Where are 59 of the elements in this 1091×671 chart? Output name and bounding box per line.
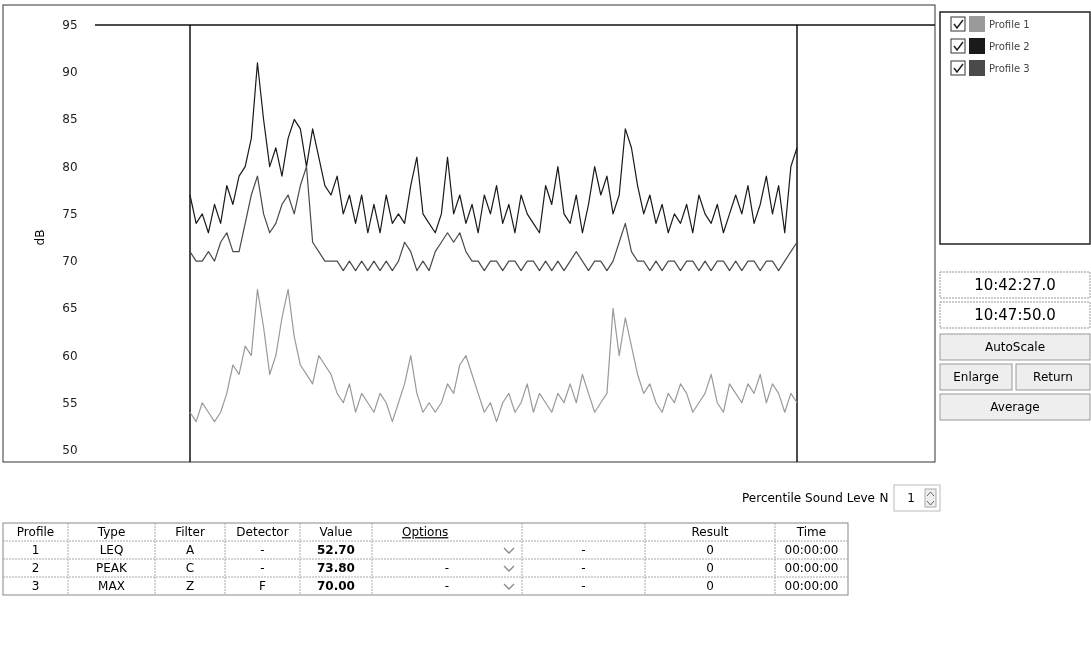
y-tick-label: 75 <box>62 206 78 221</box>
text: Enlarge <box>953 370 999 385</box>
y-tick-label: 80 <box>62 159 78 174</box>
text: Filter <box>175 525 205 540</box>
y-tick-label: 95 <box>62 18 78 32</box>
text: F <box>259 579 267 594</box>
line-series <box>189 288 798 423</box>
text: Profile <box>16 525 55 540</box>
text: 70.00 <box>317 579 355 594</box>
text: PEAK <box>96 561 129 576</box>
text: LEQ <box>99 543 124 558</box>
text: 0 <box>706 561 714 576</box>
line-series <box>189 166 798 272</box>
text: 10:47:50.0 <box>974 306 1056 325</box>
text: - <box>444 579 450 594</box>
text: - <box>581 543 586 558</box>
text: AutoScale <box>984 340 1046 355</box>
text: 0 <box>706 579 714 594</box>
text: Percentile Sound Leve <box>742 491 875 506</box>
y-tick-label: 50 <box>62 443 78 457</box>
y-tick-label: 65 <box>62 301 78 316</box>
text: A <box>185 543 195 558</box>
text: Type <box>96 525 126 540</box>
y-tick-label: 70 <box>62 254 78 269</box>
text: N <box>879 491 889 506</box>
text: Result <box>691 525 729 540</box>
text: 1 <box>31 543 40 558</box>
text: 2 <box>31 561 40 576</box>
y-axis-title: dB <box>33 229 47 246</box>
text: - <box>260 561 265 576</box>
text: 0 <box>706 543 714 558</box>
legend-label: Profile 2 <box>989 40 1030 52</box>
y-tick-label: 60 <box>62 348 78 363</box>
text: Options <box>402 525 449 540</box>
y-tick-label: 85 <box>62 112 78 127</box>
text: 00:00:00 <box>784 561 839 576</box>
text: Detector <box>236 525 289 540</box>
text: - <box>260 543 265 558</box>
text: - <box>581 579 586 594</box>
text: 73.80 <box>317 561 355 576</box>
text: Z <box>185 579 195 594</box>
text: Value <box>319 525 353 540</box>
text: C <box>185 561 195 576</box>
text: - <box>581 561 586 576</box>
y-tick-label: 55 <box>62 395 78 410</box>
text: 52.70 <box>317 543 355 558</box>
text: - <box>444 561 450 576</box>
text: 10:42:27.0 <box>974 276 1056 295</box>
legend-label: Profile 3 <box>989 62 1030 74</box>
y-tick-label: 90 <box>62 65 78 80</box>
text: Return <box>1033 370 1073 385</box>
text: 00:00:00 <box>784 543 839 558</box>
text: 1 <box>907 491 915 506</box>
text: 3 <box>31 579 40 594</box>
text: 00:00:00 <box>784 579 839 594</box>
text: MAX <box>98 579 125 594</box>
text: Time <box>795 525 827 540</box>
text: Average <box>990 400 1040 415</box>
legend-label: Profile 1 <box>989 18 1030 30</box>
